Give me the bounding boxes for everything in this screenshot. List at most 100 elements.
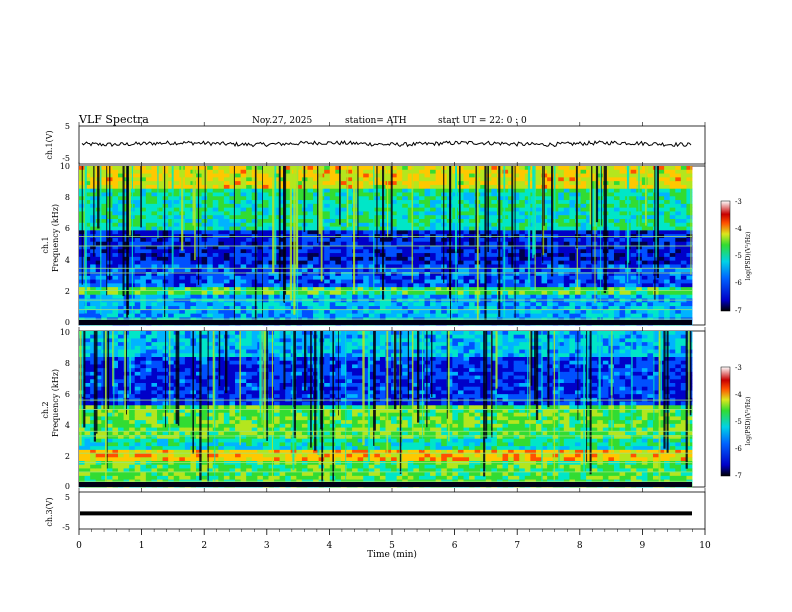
spectrogram-cell xyxy=(168,294,175,299)
spectrogram-cell xyxy=(547,253,554,258)
spectrogram-cell xyxy=(418,294,425,299)
spectrogram-cell xyxy=(435,196,442,201)
spectrogram-cell xyxy=(229,237,236,243)
spectrogram-cell xyxy=(357,188,364,193)
spectrogram-cell xyxy=(407,226,414,231)
spectrogram-cell xyxy=(184,200,191,205)
spectrogram-cell xyxy=(340,260,347,265)
spectrogram-cell xyxy=(235,211,242,216)
spectrogram-cell xyxy=(285,226,292,231)
spectrogram-cell xyxy=(469,211,476,216)
spectrogram-cell xyxy=(452,306,459,311)
spectrogram-cell xyxy=(686,268,693,273)
spectrogram-cell xyxy=(424,287,431,292)
spectrogram-cell xyxy=(95,283,102,288)
spectrogram-cell xyxy=(134,302,141,307)
spectrogram-cell xyxy=(262,268,269,273)
spectrogram-cell xyxy=(201,264,208,269)
spectrogram-cell xyxy=(223,283,230,288)
spectrogram-cell xyxy=(235,306,242,311)
spectrogram-cell xyxy=(145,215,152,220)
spectrogram-cell xyxy=(168,169,175,174)
spectrogram-cell xyxy=(262,169,269,174)
sferic-streak xyxy=(129,166,131,236)
spectrogram-cell xyxy=(168,275,175,280)
spectrogram-cell xyxy=(196,294,202,299)
spectrogram-cell xyxy=(346,272,353,277)
spectrogram-cell xyxy=(680,294,687,299)
spectrogram-cell xyxy=(391,219,398,224)
spectrogram-cell xyxy=(90,334,97,339)
spectrogram-cell xyxy=(184,207,191,212)
spectrogram-cell xyxy=(207,302,214,307)
spectrogram-cell xyxy=(274,222,281,227)
spectrogram-cell xyxy=(418,290,425,296)
spectrogram-cell xyxy=(680,211,687,216)
spectrogram-cell xyxy=(396,188,403,193)
spectrogram-cell xyxy=(145,230,152,235)
spectrogram-cell xyxy=(669,245,676,250)
spectrogram-cell xyxy=(357,173,364,178)
spectrogram-cell xyxy=(580,268,587,273)
spectrogram-cell xyxy=(157,309,163,315)
spectrogram-cell xyxy=(79,457,85,462)
spectrogram-cell xyxy=(145,283,152,288)
spectrogram-cell xyxy=(658,264,665,269)
spectrogram-cell xyxy=(491,313,498,318)
spectrogram-cell xyxy=(246,302,253,307)
spectrogram-cell xyxy=(285,222,292,227)
spectrogram-cell xyxy=(547,200,554,205)
spectrogram-cell xyxy=(173,302,180,307)
spectrogram-cell xyxy=(619,166,626,171)
spectrogram-cell xyxy=(79,423,85,428)
spectrogram-cell xyxy=(519,245,526,250)
spectrogram-cell xyxy=(79,475,85,480)
spectrogram-cell xyxy=(541,260,548,265)
spectrogram-cell xyxy=(563,188,570,193)
spectrogram-cell xyxy=(313,260,320,265)
spectrogram-cell xyxy=(307,215,314,220)
spectrogram-cell xyxy=(357,237,364,243)
spectrogram-cell xyxy=(418,192,425,197)
spectrogram-cell xyxy=(469,237,476,243)
spectrogram-cell xyxy=(84,219,91,224)
narrowband-line xyxy=(79,245,692,247)
spectrogram-cell xyxy=(151,313,158,318)
spectrogram-cell xyxy=(313,207,320,212)
spectrogram-cell xyxy=(547,215,554,220)
spectrogram-cell xyxy=(324,219,331,224)
spectrogram-cell xyxy=(268,177,275,182)
spectrogram-cell xyxy=(296,260,303,265)
spectrogram-cell xyxy=(686,275,693,280)
spectrogram-cell xyxy=(106,287,113,292)
sferic-streak xyxy=(645,166,647,226)
spectrogram-cell xyxy=(307,237,314,243)
spectrogram-cell xyxy=(658,272,665,277)
spectrogram-cell xyxy=(251,264,258,269)
spectrogram-cell xyxy=(184,222,191,227)
ch1-spectrogram-panel: 0 2 4 6 8 10 ch.1 Frequency (kHz) xyxy=(41,162,706,327)
spectrogram-cell xyxy=(84,338,91,343)
spectrogram-cell xyxy=(602,306,609,311)
spectrogram-cell xyxy=(313,230,320,235)
spectrogram-cell xyxy=(675,249,682,254)
spectrogram-cell xyxy=(385,249,392,254)
spectrogram-cell xyxy=(652,279,659,284)
spectrogram-cell xyxy=(563,264,570,269)
spectrogram-cell xyxy=(491,306,498,311)
spectrogram-cell xyxy=(196,283,202,288)
spectrogram-cell xyxy=(413,215,420,220)
spectrogram-cell xyxy=(329,181,336,186)
spectrogram-cell xyxy=(357,306,364,311)
spectrogram-cell xyxy=(79,364,85,369)
spectrogram-cell xyxy=(340,207,347,212)
spectrogram-cell xyxy=(396,272,403,277)
spectrogram-cell xyxy=(335,211,342,216)
spectrogram-cell xyxy=(586,200,593,205)
spectrogram-cell xyxy=(251,219,258,224)
spectrogram-cell xyxy=(586,192,593,197)
spectrogram-cell xyxy=(647,253,654,258)
spectrogram-cell xyxy=(457,294,464,299)
spectrogram-cell xyxy=(168,306,175,311)
spectrogram-cell xyxy=(586,215,593,220)
